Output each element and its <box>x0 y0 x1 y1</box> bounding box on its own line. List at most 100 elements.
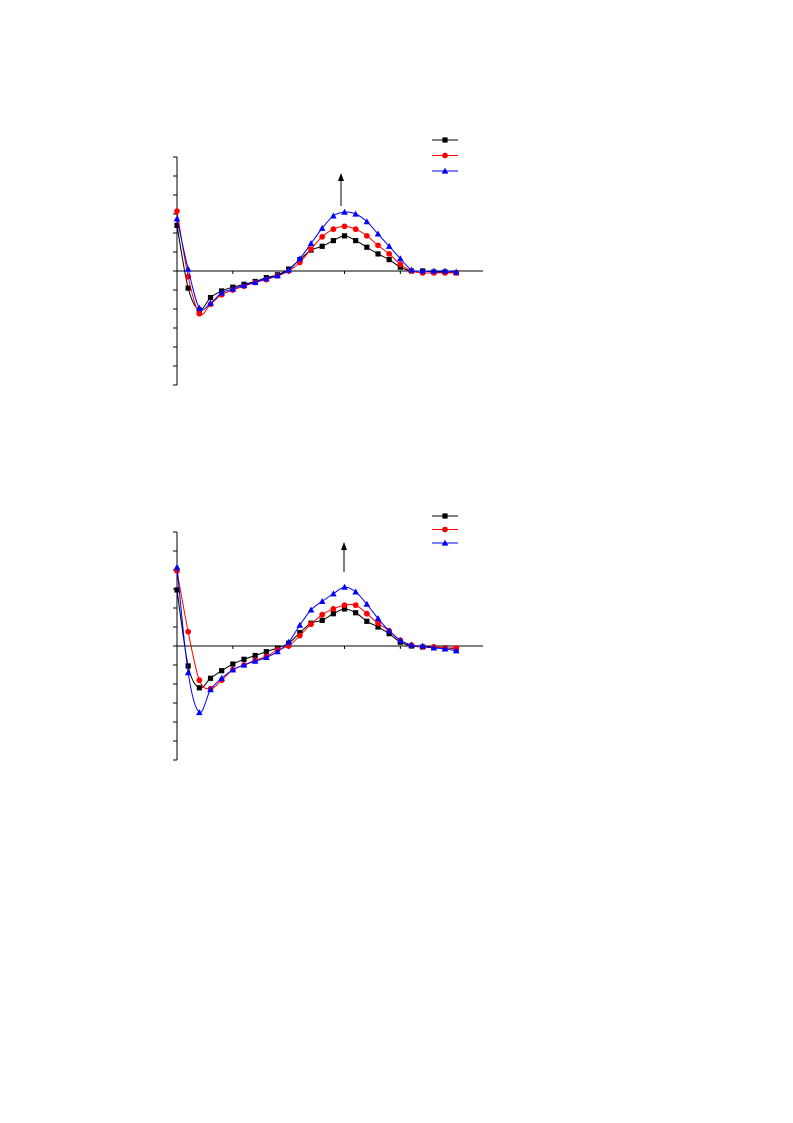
marker <box>229 666 237 673</box>
marker <box>263 649 269 655</box>
marker <box>230 661 236 667</box>
marker <box>352 210 359 217</box>
marker <box>285 266 292 273</box>
marker <box>219 668 225 674</box>
marker <box>374 230 382 237</box>
marker <box>352 602 359 609</box>
marker <box>308 246 314 253</box>
marker <box>274 272 281 279</box>
marker <box>341 233 348 239</box>
marker <box>452 268 460 275</box>
marker <box>352 588 359 595</box>
marker <box>375 242 381 249</box>
marker <box>385 627 393 634</box>
marker <box>196 685 202 691</box>
marker <box>263 654 270 660</box>
marker <box>251 279 259 285</box>
chart <box>173 137 483 386</box>
marker <box>430 644 438 651</box>
series-line <box>176 567 457 714</box>
marker <box>330 590 337 597</box>
marker <box>207 295 214 301</box>
marker <box>330 226 337 233</box>
marker <box>218 289 225 296</box>
marker <box>430 267 438 274</box>
marker <box>307 606 315 613</box>
marker <box>363 218 371 225</box>
marker <box>196 304 203 311</box>
marker <box>375 251 381 257</box>
marker <box>364 244 370 250</box>
marker <box>341 606 348 612</box>
legend-entry <box>432 526 458 533</box>
marker <box>352 226 359 233</box>
marker <box>263 275 270 282</box>
marker <box>441 645 449 652</box>
marker <box>185 628 192 635</box>
marker <box>397 636 404 643</box>
marker <box>252 652 258 659</box>
marker <box>408 266 415 273</box>
marker <box>385 242 393 249</box>
marker <box>173 563 181 570</box>
legend-entry <box>432 167 458 174</box>
legend-marker <box>442 137 448 143</box>
marker <box>375 620 381 627</box>
marker <box>285 638 292 645</box>
legend-marker <box>441 539 449 546</box>
marker <box>386 257 392 263</box>
marker <box>241 656 247 662</box>
marker <box>307 240 315 247</box>
legend-entry <box>432 513 458 519</box>
marker <box>419 642 426 649</box>
marker <box>296 632 303 639</box>
series-line <box>176 211 457 316</box>
marker <box>174 208 180 215</box>
marker <box>353 610 359 616</box>
marker <box>318 597 326 604</box>
marker <box>363 600 371 607</box>
marker <box>319 233 326 240</box>
marker <box>397 261 404 268</box>
legend-marker <box>442 513 448 519</box>
marker <box>207 299 214 306</box>
marker <box>296 255 304 262</box>
marker <box>196 677 203 684</box>
annotation-arrow <box>341 542 347 572</box>
marker <box>207 686 214 693</box>
chart <box>173 513 483 761</box>
marker <box>240 281 248 288</box>
marker <box>330 212 337 219</box>
marker <box>274 648 281 655</box>
marker <box>397 255 404 262</box>
marker <box>308 621 314 628</box>
marker <box>441 267 449 274</box>
marker <box>386 251 393 257</box>
legend-entry <box>432 539 458 546</box>
marker <box>341 223 348 230</box>
marker <box>330 611 336 617</box>
legend-marker <box>441 167 449 174</box>
marker <box>353 238 359 244</box>
series-line <box>176 570 457 690</box>
marker <box>196 310 203 317</box>
marker <box>363 610 370 617</box>
marker <box>240 661 248 668</box>
marker <box>452 647 460 654</box>
marker <box>185 663 191 669</box>
marker <box>218 674 225 681</box>
marker <box>364 618 370 624</box>
marker <box>319 243 325 249</box>
marker <box>318 224 326 231</box>
marker <box>207 675 214 681</box>
marker <box>374 615 382 622</box>
annotation-arrow <box>338 173 344 206</box>
marker <box>375 624 381 630</box>
marker <box>363 232 370 239</box>
marker <box>330 238 336 244</box>
marker <box>330 606 337 612</box>
marker <box>341 583 348 590</box>
marker <box>341 208 348 215</box>
marker <box>419 267 426 274</box>
